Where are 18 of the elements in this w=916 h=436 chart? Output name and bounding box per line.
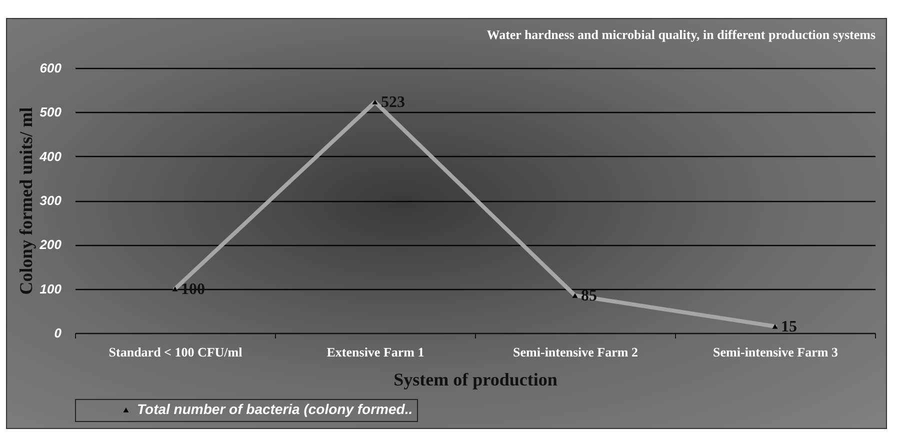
legend-label: Total number of bacteria (colony formed.. <box>137 401 413 417</box>
data-label: 523 <box>381 94 405 112</box>
y-tick-label: 400 <box>38 148 62 164</box>
x-tick-label: Semi-intensive Farm 2 <box>513 344 638 360</box>
data-label: 15 <box>781 318 797 336</box>
chart-title: Water hardness and microbial quality, in different production systems <box>486 27 876 42</box>
y-axis-title: Colony formed units/ ml <box>16 107 36 295</box>
y-tick-label: 500 <box>40 104 62 120</box>
y-tick-label: 100 <box>40 281 62 296</box>
y-tick-label: 600 <box>40 60 62 76</box>
y-tick-label: 0 <box>54 326 62 340</box>
x-tick-label: Standard < 100 CFU/ml <box>108 344 243 360</box>
y-tick-label: 300 <box>40 193 62 208</box>
x-axis-title: System of production <box>394 370 558 390</box>
x-tick-label: Semi-intensive Farm 3 <box>713 344 838 360</box>
data-label: 85 <box>581 287 597 304</box>
x-tick-label: Extensive Farm 1 <box>326 344 424 360</box>
y-tick-label: 200 <box>38 237 62 252</box>
